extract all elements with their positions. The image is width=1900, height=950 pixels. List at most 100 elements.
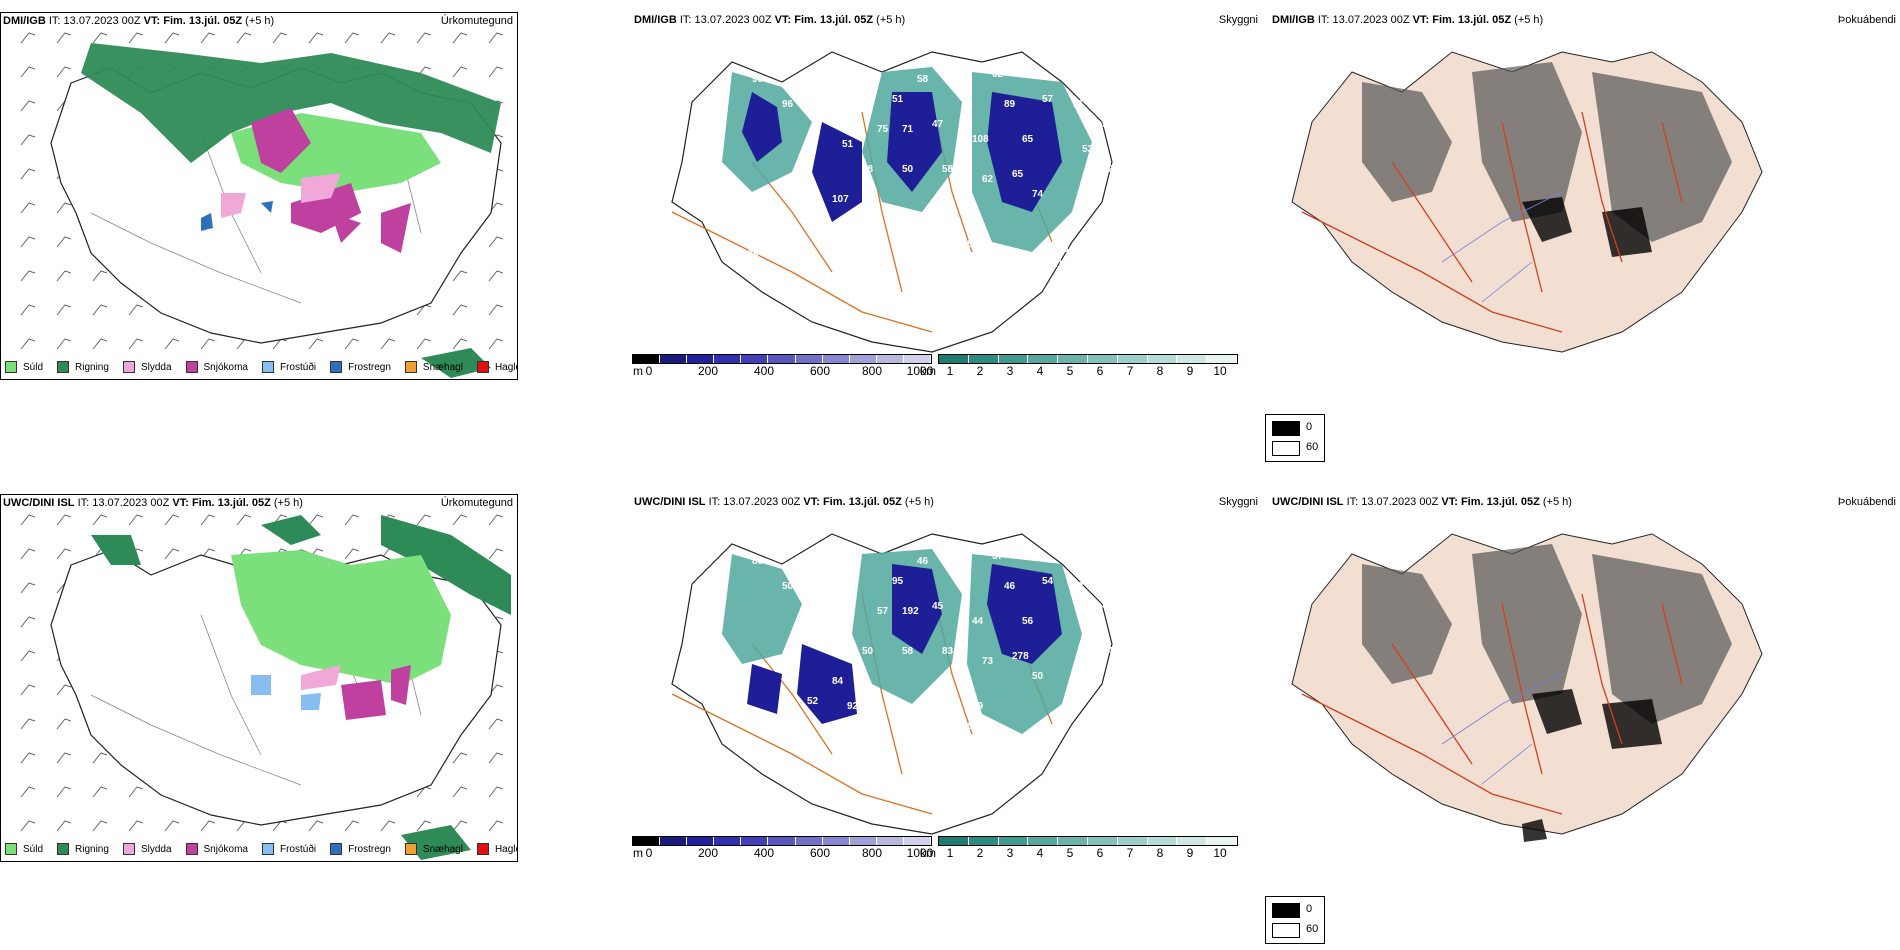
fog-panel-2: UWC/DINI ISL IT: 13.07.2023 00Z VT: Fim.… <box>1262 494 1900 862</box>
fog-map-2 <box>1291 533 1763 842</box>
visibility-value: 78 <box>872 229 884 240</box>
visibility-value: 107 <box>832 194 849 205</box>
height-bin <box>849 355 877 363</box>
legend-item: Snæhagl <box>404 843 463 855</box>
visibility-value: 60 <box>942 259 954 270</box>
wind-barb <box>92 32 108 44</box>
visibility-value: 49 <box>972 701 984 712</box>
height-bin <box>795 355 823 363</box>
rivers <box>1441 191 1563 303</box>
tick-label: 8 <box>1156 364 1164 378</box>
unit-label: km <box>920 846 936 860</box>
wind-barb <box>20 718 36 730</box>
visibility-strip <box>938 354 1238 364</box>
visibility-value: 84 <box>832 676 844 687</box>
low-visibility-area <box>742 92 1062 222</box>
visibility-bin <box>939 355 969 363</box>
visibility-value: 56 <box>1022 616 1034 627</box>
tick-label: 1000 <box>906 846 934 860</box>
tick-label: 4 <box>1036 364 1044 378</box>
visibility-value: 125 <box>847 219 864 230</box>
tick-label: 1000 <box>906 364 934 378</box>
wind-barb <box>380 32 396 44</box>
visibility-value: 58 <box>942 164 954 175</box>
height-bin <box>822 355 850 363</box>
visibility-map-1: 90 96 51 58 58 62 89 57 76 57 75 71 47 108 65 53 51 48 50 5… <box>671 51 1114 353</box>
legend-swatch <box>122 361 135 373</box>
visibility-value: 57 <box>877 606 889 617</box>
legend-item: Snjókoma <box>185 843 248 855</box>
wind-barb <box>380 820 396 832</box>
tick-label: 2 <box>976 846 984 860</box>
visibility-value: 51 <box>842 139 854 150</box>
visibility-value: 74 <box>1032 189 1044 200</box>
wind-barb <box>344 32 360 44</box>
wind-barb <box>488 270 504 282</box>
wind-barb <box>20 304 36 316</box>
visibility-value: 83 <box>942 646 954 657</box>
visibility-bin <box>1147 355 1178 363</box>
snow-area <box>341 665 411 720</box>
wind-barb <box>56 514 72 526</box>
legend-swatch <box>476 843 489 855</box>
wind-barb <box>20 820 36 832</box>
height-bin <box>633 355 661 363</box>
visibility-value: 89 <box>972 219 984 230</box>
visibility-bin <box>1087 837 1118 845</box>
visibility-value: 50 <box>862 646 874 657</box>
wind-barb <box>344 548 360 560</box>
wind-barb <box>20 548 36 560</box>
panel-header: DMI/IGB IT: 13.07.2023 00Z VT: Fim. 13.j… <box>634 14 906 26</box>
wind-barb <box>92 786 108 798</box>
panel-title: Þokuábendi <box>1837 14 1896 26</box>
visibility-value: 65 <box>1022 134 1034 145</box>
visibility-value: 21 <box>1052 259 1064 270</box>
visibility-value: 44 <box>972 616 984 627</box>
wind-barb <box>128 514 144 526</box>
height-bin <box>633 837 661 845</box>
panel-header: DMI/IGB IT: 13.07.2023 00Z VT: Fim. 13.j… <box>3 15 275 27</box>
tick-label: 7 <box>1126 846 1134 860</box>
fog-key-2: 0 60 <box>1265 896 1325 944</box>
wind-barb <box>236 32 252 44</box>
visibility-value: 86 <box>752 556 764 567</box>
visibility-bin <box>968 837 999 845</box>
wind-barb <box>20 616 36 628</box>
visibility-value: 100 <box>962 721 979 732</box>
wind-barb <box>56 338 72 350</box>
panel-title: Þokuábendi <box>1837 496 1896 508</box>
wind-barb <box>56 304 72 316</box>
wind-barb <box>416 338 432 350</box>
visibility-value: 95 <box>962 239 974 250</box>
height-bin <box>876 837 904 845</box>
visibility-value: 278 <box>1012 651 1029 662</box>
fog-panel-1: DMI/IGB IT: 13.07.2023 00Z VT: Fim. 13.j… <box>1262 12 1900 380</box>
tick-label: 8 <box>1156 846 1164 860</box>
wind-barb <box>20 32 36 44</box>
visibility-value: 45 <box>932 601 944 612</box>
fog-dark-core <box>1522 197 1652 257</box>
visibility-value: 143 <box>1012 289 1029 300</box>
tick-label: 0 <box>645 364 653 378</box>
drizzle-area <box>231 550 451 685</box>
visibility-value: 50 <box>902 164 914 175</box>
panel-header: UWC/DINI ISL IT: 13.07.2023 00Z VT: Fim.… <box>634 496 934 508</box>
tick-label: 400 <box>753 846 775 860</box>
visibility-value: 13 <box>1052 726 1064 737</box>
visibility-value: 46 <box>917 556 929 567</box>
visibility-value: 75 <box>877 124 889 135</box>
freezing-rain-area <box>201 201 273 231</box>
legend-item: Snjókoma <box>185 361 248 373</box>
legend-swatch <box>261 361 274 373</box>
visibility-bin <box>1117 837 1148 845</box>
height-bin <box>714 837 742 845</box>
wind-barb <box>308 820 324 832</box>
legend-item: Frostúði <box>261 843 316 855</box>
legend-item: Haglél <box>476 843 517 855</box>
wind-barb <box>20 338 36 350</box>
wind-barb <box>200 32 216 44</box>
visibility-value: 50 <box>1032 671 1044 682</box>
roads <box>671 101 1053 333</box>
visibility-value: 192 <box>902 606 919 617</box>
fog-key-1: 0 60 <box>1265 414 1325 462</box>
